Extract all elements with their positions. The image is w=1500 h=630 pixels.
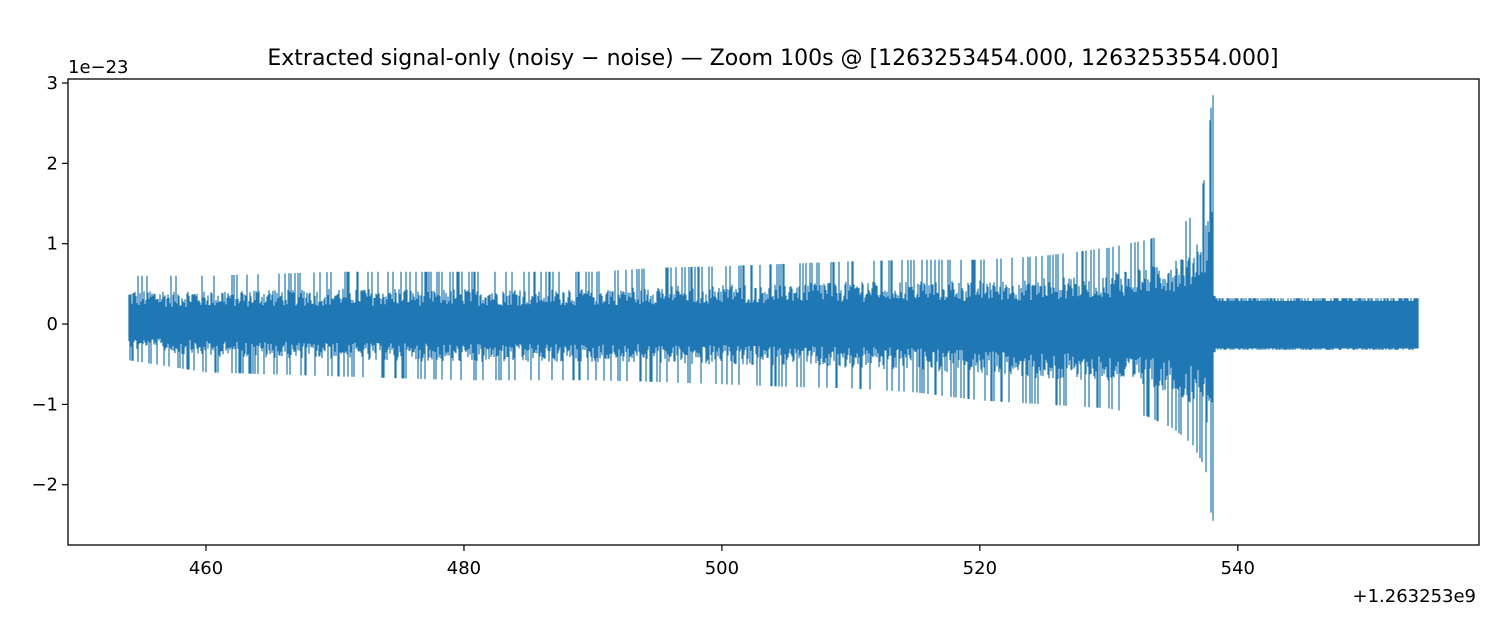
- signal-series-line: [128, 95, 1419, 521]
- x-axis: 460 480 500 520 540: [189, 545, 1255, 579]
- y-tick-label: −2: [31, 475, 58, 496]
- plot-area: [128, 95, 1419, 521]
- y-tick-label: 3: [47, 73, 58, 94]
- y-tick-label: 2: [47, 153, 58, 174]
- axes-frame: [67, 78, 1480, 546]
- y-scale-label: 1e−23: [68, 57, 129, 78]
- x-tick-label: 460: [189, 558, 223, 579]
- x-tick-label: 500: [705, 558, 739, 579]
- y-tick-label: 0: [47, 314, 58, 335]
- x-offset-label: +1.263253e9: [1353, 586, 1477, 607]
- x-tick-label: 480: [447, 558, 481, 579]
- y-tick-label: 1: [47, 234, 58, 255]
- y-axis: −2 −1 0 1 2 3: [31, 73, 68, 496]
- x-tick-label: 540: [1221, 558, 1255, 579]
- x-tick-label: 520: [963, 558, 997, 579]
- y-tick-label: −1: [31, 394, 58, 415]
- chart-title: Extracted signal-only (noisy − noise) — …: [267, 46, 1278, 71]
